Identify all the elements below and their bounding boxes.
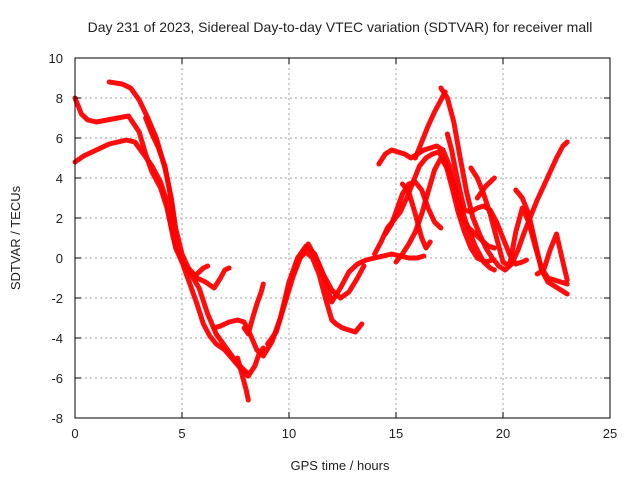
grid-lines <box>75 58 610 418</box>
x-tick-label: 20 <box>496 426 510 441</box>
series-track-9 <box>297 249 365 335</box>
series-track-15 <box>412 89 448 161</box>
series-track-1 <box>72 95 249 375</box>
series-track-7 <box>241 281 266 337</box>
series-track-2 <box>72 137 211 279</box>
y-tick-label: -4 <box>51 331 63 346</box>
axis-ticks: 0 5 10 15 20 25 -8 -6 -4 -2 0 2 4 6 8 10 <box>49 51 618 441</box>
y-tick-label: 8 <box>56 91 63 106</box>
plot-frame <box>74 57 611 419</box>
y-tick-label: 6 <box>56 131 63 146</box>
y-tick-label: 2 <box>56 211 63 226</box>
y-tick-label: -2 <box>51 291 63 306</box>
x-tick-label: 10 <box>282 426 296 441</box>
series-track-18 <box>468 165 570 287</box>
chart-title: Day 231 of 2023, Sidereal Day-to-day VTE… <box>88 19 593 35</box>
y-tick-label: -6 <box>51 371 63 386</box>
x-axis-label: GPS time / hours <box>291 458 390 473</box>
y-tick-label: 0 <box>56 251 63 266</box>
series-track-12 <box>382 179 444 237</box>
series-track-8 <box>265 241 427 347</box>
x-tick-label: 0 <box>71 426 78 441</box>
x-tick-label: 15 <box>389 426 403 441</box>
data-series <box>72 79 570 403</box>
series-track-11 <box>376 143 497 251</box>
series-track-14 <box>399 181 433 251</box>
series-track-19 <box>474 175 497 201</box>
series-track-16 <box>438 85 570 273</box>
x-tick-label: 5 <box>178 426 185 441</box>
y-tick-label: -8 <box>51 411 63 426</box>
series-track-17 <box>444 131 529 267</box>
series-track-4 <box>143 115 266 379</box>
series-track-21 <box>534 231 570 283</box>
x-tick-label: 25 <box>603 426 617 441</box>
y-tick-label: 10 <box>49 51 63 66</box>
series-track-6 <box>235 355 251 403</box>
y-axis-label: SDTVAR / TECUs <box>8 185 23 290</box>
series-track-13 <box>393 155 497 273</box>
y-tick-label: 4 <box>56 171 63 186</box>
